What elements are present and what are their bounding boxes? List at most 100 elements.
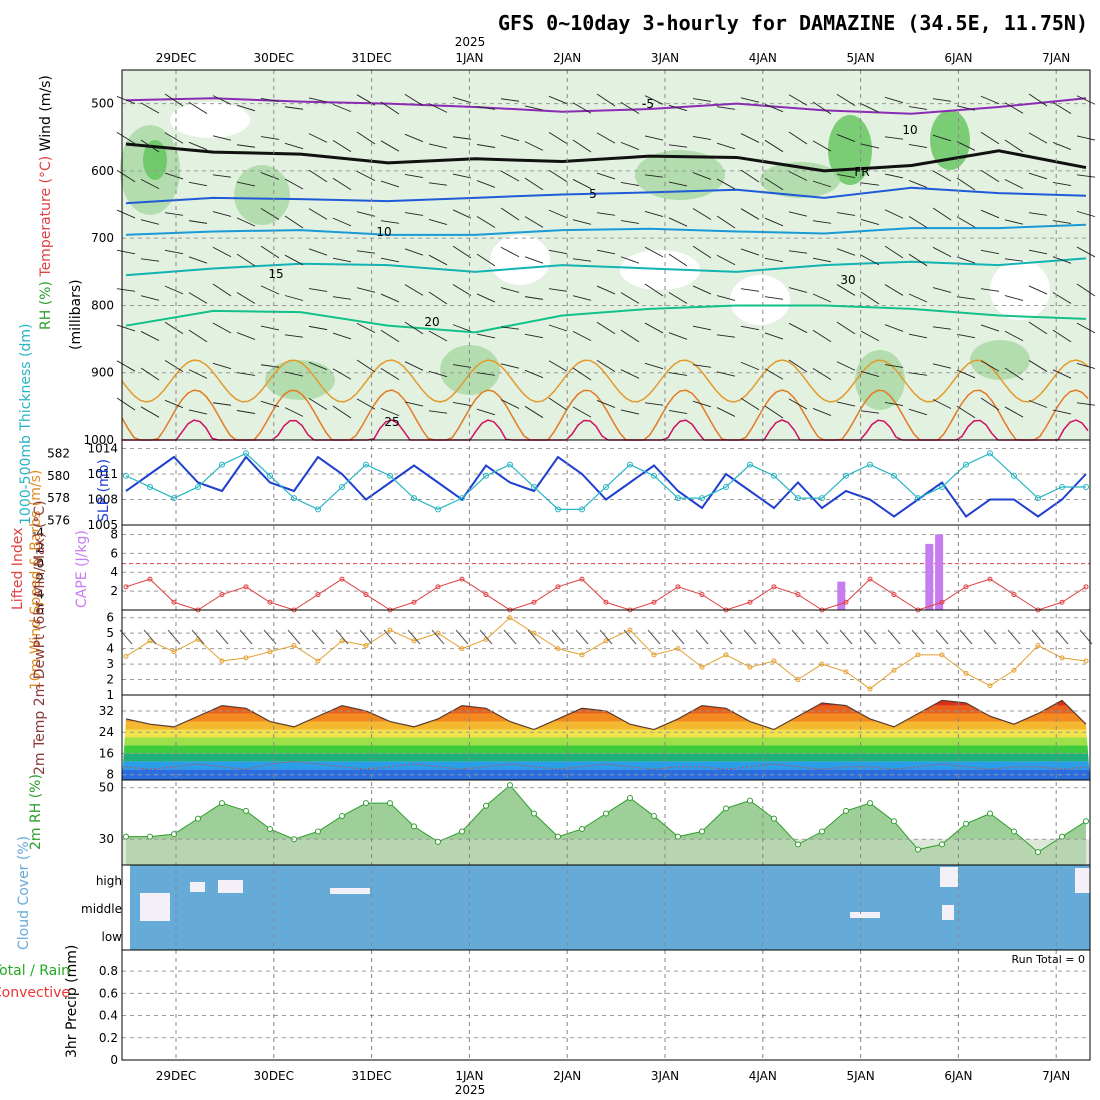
wind-barb — [668, 292, 688, 304]
wind-barb — [1052, 220, 1072, 224]
lifted-index-point — [459, 576, 465, 582]
thickness-point — [651, 472, 657, 479]
wind-barb-10m — [167, 629, 181, 645]
wind-barb — [1004, 258, 1024, 262]
wind-barb — [764, 296, 784, 300]
wind-barb — [116, 209, 136, 219]
rh2m-point — [1035, 849, 1041, 856]
wind-barb — [620, 101, 640, 115]
wind-barb — [644, 95, 664, 105]
wind-speed-point — [1059, 655, 1065, 661]
wind-speed-point — [819, 661, 825, 667]
thickness-point — [675, 495, 681, 502]
rh-region-8 — [440, 345, 500, 395]
wind-barb — [188, 101, 208, 115]
wind-barb — [500, 134, 520, 142]
rh-region-4 — [930, 110, 970, 170]
wind-speed-point — [291, 643, 297, 649]
wind-barb — [284, 106, 304, 110]
rh2m-point — [387, 800, 393, 807]
wind-barb — [452, 96, 472, 104]
wind-barb — [788, 211, 808, 217]
wind-barb — [212, 95, 232, 105]
wind-barb-10m — [911, 629, 925, 645]
date-label-bottom: 6JAN — [944, 1069, 972, 1083]
date-label-top: 29DEC — [156, 51, 196, 65]
precip-total-label: Total / Rain — [0, 963, 70, 979]
wind-barb — [908, 106, 928, 110]
wind-barb — [260, 136, 280, 140]
wind-barb — [596, 285, 616, 295]
wind-barb — [308, 361, 328, 371]
wind-barb — [644, 211, 664, 217]
rh2m-point — [699, 828, 705, 835]
wind-barb — [308, 97, 328, 103]
dry-region-2 — [730, 275, 790, 325]
wind-barb — [332, 103, 352, 113]
lifted-index-point — [747, 599, 753, 605]
wind-barb — [212, 283, 232, 297]
wind-barb — [860, 370, 880, 378]
cloud-layer-label: high — [96, 874, 122, 888]
wind-speed-point — [243, 655, 249, 661]
wind-barb — [308, 397, 328, 411]
wind-barb — [1052, 369, 1072, 379]
wind-barb — [620, 292, 640, 304]
thickness-point — [1059, 483, 1065, 490]
wind-barb — [548, 131, 568, 145]
rh2m-point — [531, 810, 537, 817]
wind-barb — [908, 216, 928, 228]
thickness-point — [579, 506, 585, 513]
wind-barb — [812, 408, 832, 416]
wind-barb — [956, 296, 976, 300]
thickness-point — [363, 461, 369, 468]
wind-barb — [428, 219, 448, 225]
wind-barb — [1028, 321, 1048, 335]
dry-region-3 — [990, 260, 1050, 320]
wind-barb — [500, 246, 520, 258]
wind-barb-10m — [815, 629, 829, 645]
cloud-cover-fill — [130, 865, 1090, 950]
rh2m-point — [147, 833, 153, 840]
wind-barb — [356, 250, 376, 254]
wind-barb — [884, 284, 904, 296]
thickness-point — [891, 472, 897, 479]
cloud-layer-label: middle — [81, 902, 122, 916]
wind-barb — [956, 333, 976, 339]
wind-barb — [764, 332, 784, 340]
rh2m-point — [1011, 828, 1017, 835]
wind-barb — [380, 329, 400, 343]
wind-barb — [260, 400, 280, 408]
warm-isotherm-0 — [121, 359, 1089, 403]
wind-barb — [956, 105, 976, 111]
date-label-top: 31DEC — [351, 51, 391, 65]
rh2m-point — [627, 795, 633, 802]
isotherm-20 — [125, 304, 1087, 334]
precip-tick-label: 0.4 — [99, 1009, 118, 1023]
wind-barb — [692, 98, 712, 102]
date-label-top: 5JAN — [847, 51, 875, 65]
wind-barb — [836, 284, 856, 296]
date-label-top: 3JAN — [651, 51, 679, 65]
wind-barb — [236, 253, 256, 267]
wind-barb-10m — [575, 629, 589, 645]
wind-barb — [1028, 285, 1048, 295]
rh2m-point — [771, 815, 777, 822]
rh2m-point — [963, 820, 969, 827]
wind-barb — [860, 182, 880, 186]
wind-barb-10m — [887, 629, 901, 645]
wind-barb — [908, 293, 928, 303]
wind-barb — [788, 359, 808, 373]
wind-barb — [140, 367, 160, 381]
temp-ylabel: 2m Temp 2m DewPt (6hr Min/Max) (°C) — [32, 500, 48, 775]
wind-barb — [692, 285, 712, 295]
run-total-label: Run Total = 0 — [1012, 953, 1086, 966]
wind-barb — [644, 246, 664, 258]
wind-barb — [980, 131, 1000, 145]
wind-barb — [620, 220, 640, 224]
lifted-index-point — [315, 592, 321, 598]
wind-barb — [620, 329, 640, 343]
wind-barb — [236, 332, 256, 340]
wind-barb — [308, 208, 328, 220]
